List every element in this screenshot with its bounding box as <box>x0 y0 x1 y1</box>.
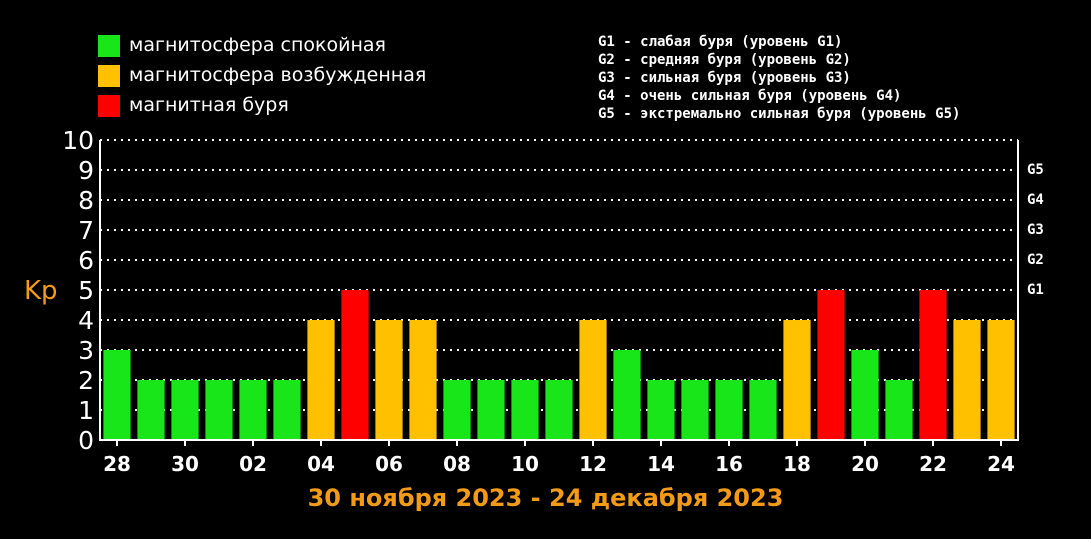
g-scale-label: G1 <box>1027 282 1044 298</box>
x-tick-label: 10 <box>511 452 539 476</box>
kp-bar <box>511 380 539 440</box>
x-tick-label: 16 <box>715 452 743 476</box>
y-tick-label: 3 <box>78 336 94 365</box>
kp-bar <box>681 380 709 440</box>
x-tick-label: 28 <box>103 452 131 476</box>
y-tick-label: 0 <box>78 426 94 455</box>
g-scale-label: G2 <box>1027 252 1044 268</box>
kp-bar <box>919 290 947 440</box>
y-tick-label: 6 <box>78 246 94 275</box>
legend-swatch <box>98 65 120 87</box>
g-level-description: G1 - слабая буря (уровень G1) <box>598 34 843 50</box>
kp-bar <box>749 380 777 440</box>
x-tick-label: 06 <box>375 452 403 476</box>
kp-bar <box>477 380 505 440</box>
kp-bar <box>817 290 845 440</box>
legend-swatch <box>98 95 120 117</box>
y-tick-label: 5 <box>78 276 94 305</box>
y-tick-label: 8 <box>78 186 94 215</box>
kp-bar <box>443 380 471 440</box>
y-tick-label: 7 <box>78 216 94 245</box>
axis-frame <box>99 140 1019 441</box>
kp-bar <box>647 380 675 440</box>
kp-bar <box>409 320 437 440</box>
kp-bar <box>103 350 131 440</box>
g-scale-label: G4 <box>1027 192 1044 208</box>
y-tick-label: 2 <box>78 366 94 395</box>
kp-bar <box>171 380 199 440</box>
y-tick-label: 1 <box>78 396 94 425</box>
y-tick-label: 10 <box>62 126 94 155</box>
x-tick-label: 02 <box>239 452 267 476</box>
legend-label: магнитосфера спокойная <box>129 34 386 56</box>
g-level-description: G5 - экстремально сильная буря (уровень … <box>598 106 961 122</box>
x-tick-label: 12 <box>579 452 607 476</box>
x-tick-label: 22 <box>919 452 947 476</box>
kp-bar <box>885 380 913 440</box>
kp-bar <box>613 350 641 440</box>
kp-bar <box>375 320 403 440</box>
x-tick-label: 18 <box>783 452 811 476</box>
kp-bar <box>341 290 369 440</box>
legend-label: магнитосфера возбужденная <box>129 64 427 86</box>
kp-bar <box>579 320 607 440</box>
kp-bar <box>783 320 811 440</box>
x-tick-label: 20 <box>851 452 879 476</box>
kp-bar <box>205 380 233 440</box>
g-scale-label: G3 <box>1027 222 1044 238</box>
legend-swatch <box>98 35 120 57</box>
kp-bar <box>953 320 981 440</box>
kp-bar <box>545 380 573 440</box>
y-tick-label: 9 <box>78 156 94 185</box>
kp-bar <box>987 320 1015 440</box>
legend-label: магнитная буря <box>129 94 289 116</box>
g-level-description: G4 - очень сильная буря (уровень G4) <box>598 88 902 104</box>
kp-bar <box>137 380 165 440</box>
kp-bar <box>239 380 267 440</box>
x-tick-label: 14 <box>647 452 675 476</box>
x-tick-label: 08 <box>443 452 471 476</box>
g-level-description: G2 - средняя буря (уровень G2) <box>598 52 851 68</box>
y-axis-label: Kp <box>24 276 58 306</box>
x-tick-label: 24 <box>987 452 1015 476</box>
date-range-subtitle: 30 ноября 2023 - 24 декабря 2023 <box>307 484 784 512</box>
kp-bar <box>273 380 301 440</box>
kp-bar <box>307 320 335 440</box>
kp-bar <box>851 350 879 440</box>
x-tick-label: 04 <box>307 452 335 476</box>
kp-bar <box>715 380 743 440</box>
g-scale-label: G5 <box>1027 162 1044 178</box>
y-tick-label: 4 <box>78 306 94 335</box>
x-tick-label: 30 <box>171 452 199 476</box>
g-level-description: G3 - сильная буря (уровень G3) <box>598 70 851 86</box>
